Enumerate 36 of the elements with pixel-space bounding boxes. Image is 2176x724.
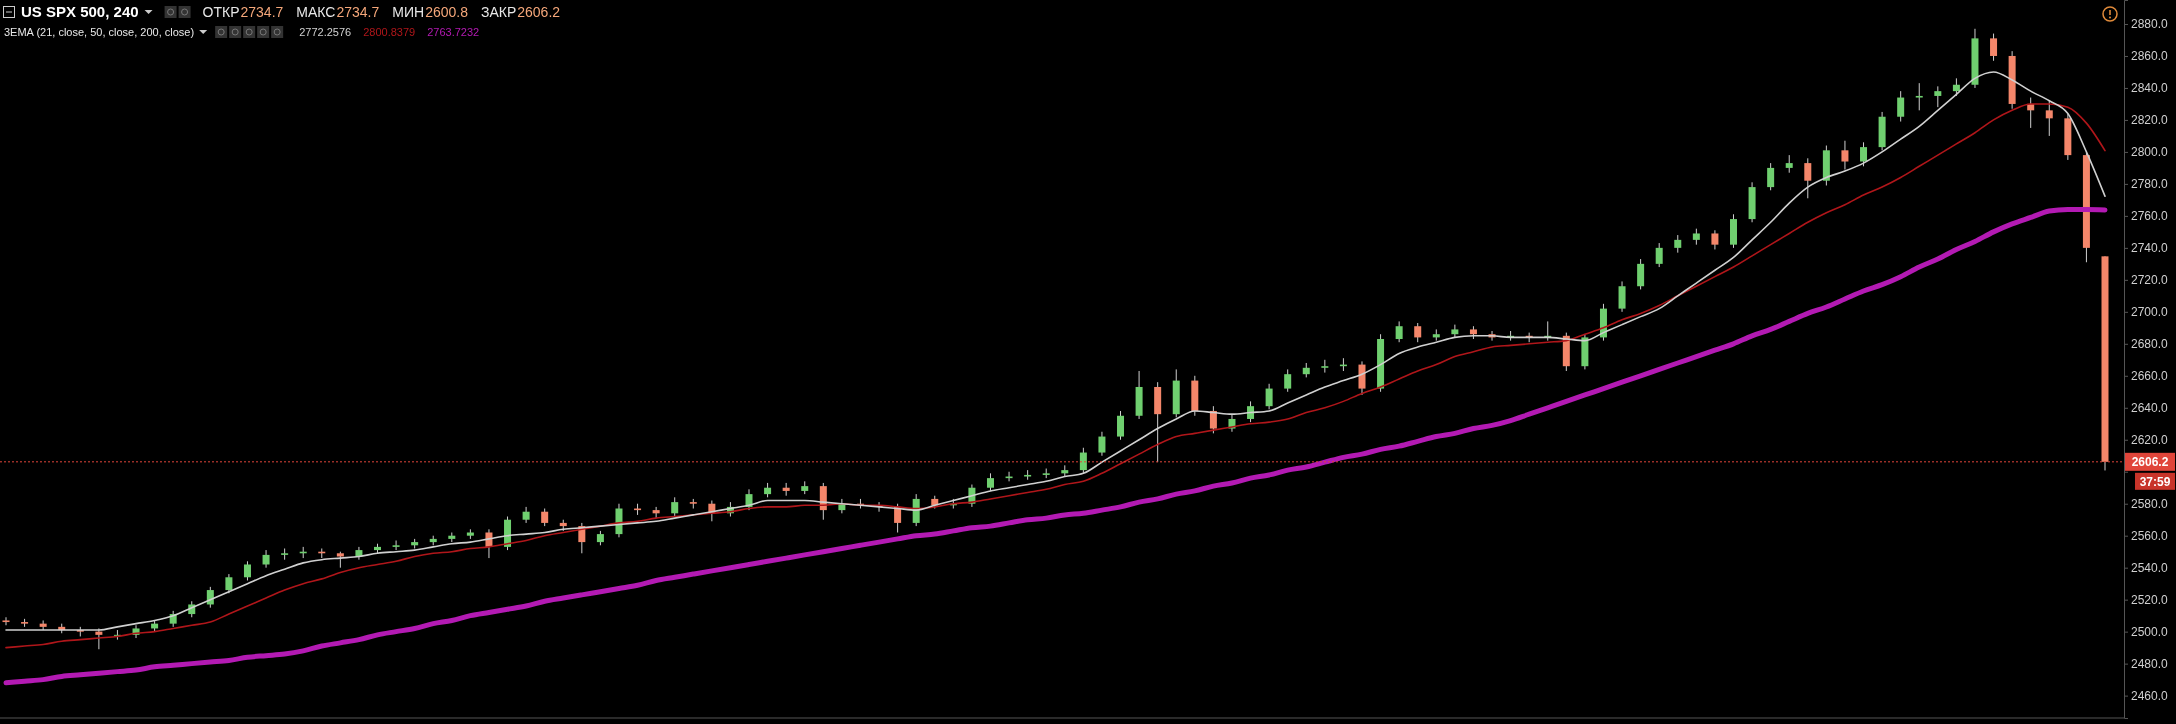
annotation: 3EMA (21, close, 50, close, 200, close)	[4, 26, 195, 38]
annotation: ОТКР	[202, 4, 240, 20]
annotation: 2734.7	[240, 4, 284, 20]
y-tick-label: 2860.0	[2131, 49, 2169, 64]
ref-line-label: 2606.2	[2131, 455, 2169, 470]
y-tick-label: 2480.0	[2131, 656, 2169, 671]
y-tick-label: 2880.0	[2131, 17, 2169, 32]
y-tick-label: 2820.0	[2131, 113, 2169, 128]
annotation: 2606.2	[517, 4, 561, 20]
y-tick-label: 2560.0	[2131, 529, 2169, 544]
y-tick-label: 2640.0	[2131, 401, 2169, 416]
y-tick-label: 2540.0	[2131, 561, 2169, 576]
annotation: 2800.8379	[363, 26, 416, 38]
annotation: 2772.2576	[299, 26, 352, 38]
y-tick-label: 2520.0	[2131, 593, 2169, 608]
chart-title: US SPX 500, 240	[21, 3, 139, 20]
y-tick-label: 2780.0	[2131, 177, 2169, 192]
annotation: 2600.8	[425, 4, 469, 20]
y-tick-label: 2760.0	[2131, 209, 2169, 224]
y-tick-label: 2840.0	[2131, 81, 2169, 96]
text: 37:59	[2139, 474, 2171, 489]
annotation: МИН	[392, 4, 425, 20]
annotation: 2734.7	[336, 4, 380, 20]
y-tick-label: 2800.0	[2131, 145, 2169, 160]
y-tick-label: 2700.0	[2131, 305, 2169, 320]
y-tick-label: 2620.0	[2131, 433, 2169, 448]
y-tick-label: 2460.0	[2131, 688, 2169, 703]
annotation: 2763.7232	[427, 26, 480, 38]
y-tick-label: 2680.0	[2131, 337, 2169, 352]
y-tick-label: 2720.0	[2131, 273, 2169, 288]
y-tick-label: 2580.0	[2131, 497, 2169, 512]
y-tick-label: 2500.0	[2131, 624, 2169, 639]
y-tick-label: 2740.0	[2131, 241, 2169, 256]
annotation: ЗАКР	[480, 4, 517, 20]
annotation: МАКС	[296, 4, 336, 20]
y-tick-label: 2660.0	[2131, 369, 2169, 384]
